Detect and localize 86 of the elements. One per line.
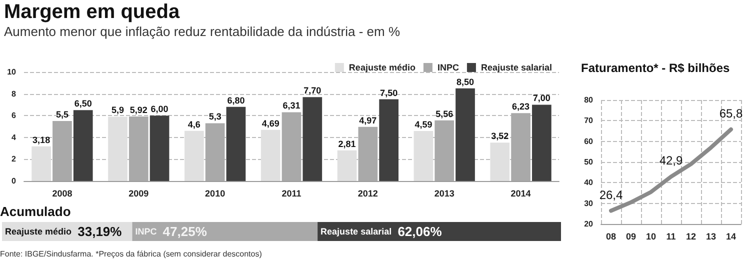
bar	[414, 130, 434, 181]
series-label: Reajuste salarial	[320, 226, 392, 236]
x-tick-label: 14	[726, 232, 736, 242]
bar	[150, 116, 170, 181]
data-label: 6,80	[227, 95, 245, 106]
chart-title: Faturamento* - R$ bilhões	[581, 61, 730, 75]
x-tick-label: 2009	[128, 188, 149, 198]
data-label: 4,59	[414, 119, 432, 130]
data-label: 5,56	[436, 108, 454, 119]
data-label: 3,52	[491, 131, 509, 142]
data-label: 5,9	[111, 105, 124, 116]
y-tick-label: 0	[12, 176, 17, 186]
y-tick-label: 50	[584, 158, 594, 166]
x-tick-label: 13	[706, 232, 716, 242]
bar	[128, 116, 148, 181]
bar	[532, 104, 552, 181]
x-tick-label: 10	[646, 232, 656, 242]
data-label: 6,50	[74, 98, 92, 109]
legend-label: Reajuste médio	[348, 62, 416, 72]
data-label: 33,19%	[78, 224, 122, 239]
data-label: 7,00	[532, 93, 550, 104]
y-tick-label: 80	[584, 96, 594, 104]
data-label: 26,4	[599, 188, 623, 202]
data-label: 4,6	[188, 119, 200, 130]
chart-title: Margem em queda	[4, 1, 180, 23]
series-label: INPC	[135, 226, 158, 236]
y-tick-label: 70	[584, 116, 594, 126]
bar	[358, 126, 378, 181]
bar	[32, 146, 51, 181]
y-tick-label: 20	[584, 220, 594, 228]
bar	[434, 120, 454, 181]
x-tick-label: 12	[686, 232, 696, 242]
data-label: 6,23	[512, 102, 530, 112]
data-label: 6,00	[150, 104, 168, 114]
y-tick-label: 30	[584, 198, 594, 208]
x-tick-label: 2013	[434, 188, 454, 198]
x-tick-label: 2010	[205, 188, 226, 198]
x-tick-label: 2012	[358, 188, 378, 198]
data-label: 5,92	[130, 104, 148, 115]
bar	[184, 130, 204, 181]
bar	[379, 99, 398, 181]
data-label: 4,69	[262, 118, 280, 128]
data-label: 7,70	[304, 86, 322, 96]
data-label: 47,25%	[162, 224, 208, 239]
bar	[226, 106, 246, 181]
x-tick-label: 08	[606, 232, 616, 242]
bar	[260, 130, 280, 181]
data-label: 5,5	[56, 110, 68, 120]
y-tick-label: 8	[12, 89, 17, 98]
data-label: 5,3	[208, 112, 222, 122]
data-label: 4,97	[359, 115, 377, 126]
bar	[52, 121, 72, 181]
x-tick-label: 2008	[52, 188, 72, 198]
y-tick-label: 10	[7, 68, 17, 76]
y-tick-label: 2	[12, 154, 17, 164]
legend-label: INPC	[437, 62, 460, 72]
data-label: 7,50	[380, 88, 398, 98]
data-label: 65,8	[719, 106, 743, 120]
series-label: Reajuste médio	[5, 226, 72, 236]
y-tick-label: 4	[12, 132, 17, 142]
bar	[456, 88, 475, 181]
x-tick-label: 11	[666, 232, 676, 242]
x-tick-label: 09	[626, 232, 636, 242]
x-tick-label: 2011	[282, 188, 302, 198]
bar	[73, 110, 93, 181]
bar	[205, 123, 225, 181]
bar	[337, 150, 357, 181]
y-tick-label: 6	[12, 111, 17, 120]
data-label: 62,06%	[398, 224, 442, 239]
bar	[302, 97, 322, 181]
bar	[490, 142, 510, 181]
bar	[108, 116, 128, 181]
bar	[511, 113, 530, 181]
x-tick-label: 2014	[510, 188, 531, 198]
data-label: 3,18	[32, 134, 50, 145]
bar	[282, 112, 302, 181]
source-note: Fonte: IBGE/Sindusfarma. *Preços da fábrica (sem considerar descontos)	[0, 250, 262, 258]
legend-label: Reajuste salarial	[480, 62, 552, 72]
y-tick-label: 40	[584, 178, 594, 188]
data-label: 2,81	[338, 138, 356, 149]
data-label: 42,9	[659, 154, 683, 168]
chart-title: Acumulado	[0, 204, 71, 219]
data-label: 6,31	[282, 100, 300, 111]
y-tick-label: 60	[584, 136, 594, 146]
data-label: 8,50	[456, 76, 474, 87]
chart-subtitle: Aumento menor que inflação reduz rentabilidade da indústria - em %	[4, 24, 400, 39]
